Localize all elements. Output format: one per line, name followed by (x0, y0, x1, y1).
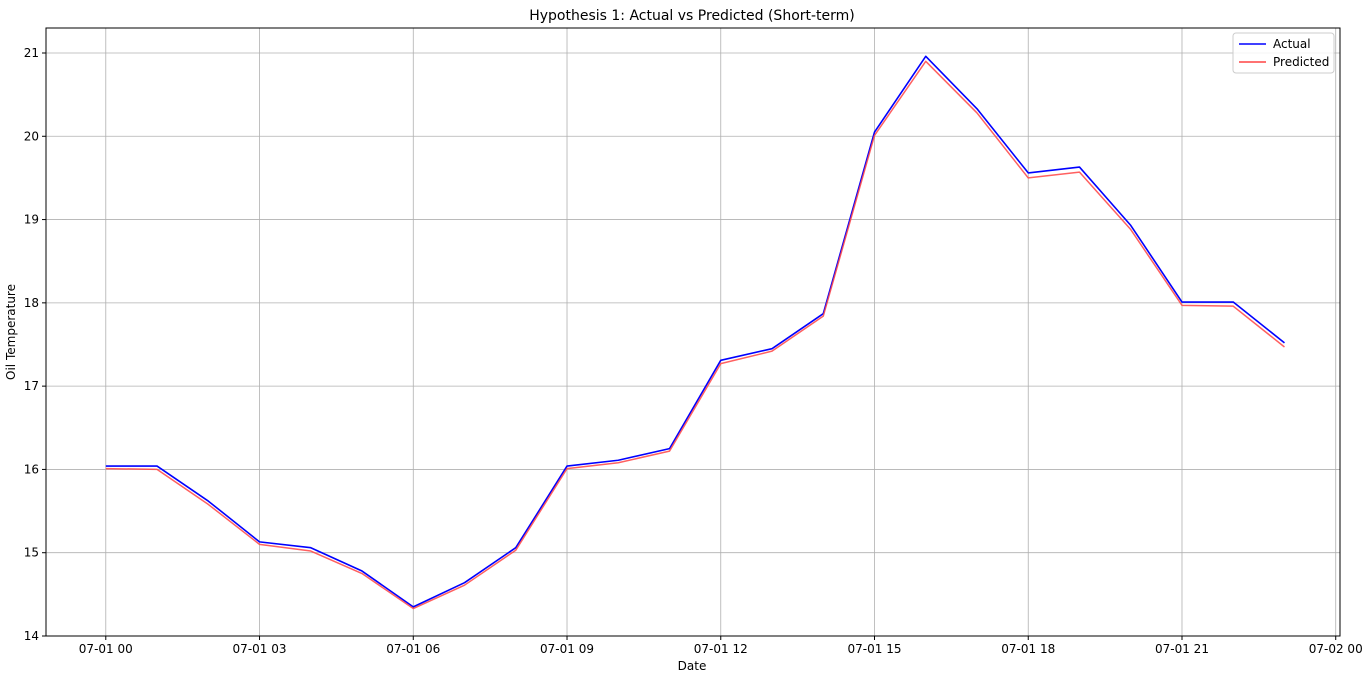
x-axis-ticks: 07-01 00 07-01 03 07-01 06 07-01 09 07-01 12… (79, 636, 1363, 656)
y-axis-ticks: 14 15 16 17 18 19 20 21 (24, 46, 46, 643)
legend: Actual Predicted (1232, 32, 1335, 74)
y-tick-label: 17 (24, 379, 39, 393)
series-layer (105, 55, 1285, 610)
y-tick-label: 19 (24, 213, 39, 227)
x-tick-label: 07-01 09 (540, 642, 594, 656)
x-tick-label: 07-01 06 (386, 642, 440, 656)
series-line-actual (105, 55, 1285, 608)
y-tick-label: 20 (24, 129, 39, 143)
y-axis-label: Oil Temperature (4, 284, 18, 380)
y-tick-label: 15 (24, 546, 39, 560)
x-tick-label: 07-01 00 (79, 642, 133, 656)
x-tick-label: 07-01 12 (694, 642, 748, 656)
legend-label: Predicted (1273, 55, 1329, 69)
x-axis-label: Date (678, 659, 707, 673)
legend-label: Actual (1273, 37, 1311, 51)
plot-frame (45, 27, 1341, 637)
x-tick-label: 07-01 18 (1001, 642, 1055, 656)
legend-box (1232, 32, 1335, 74)
grid (46, 28, 1340, 637)
x-tick-label: 07-01 21 (1155, 642, 1209, 656)
x-tick-label: 07-01 03 (233, 642, 287, 656)
x-tick-label: 07-02 00 (1309, 642, 1363, 656)
series-line-predicted (105, 60, 1285, 610)
chart-title: Hypothesis 1: Actual vs Predicted (Short… (529, 8, 855, 24)
y-tick-label: 16 (24, 462, 39, 476)
y-tick-label: 21 (24, 46, 39, 60)
y-tick-label: 18 (24, 296, 39, 310)
x-tick-label: 07-01 15 (848, 642, 902, 656)
y-tick-label: 14 (24, 629, 39, 643)
